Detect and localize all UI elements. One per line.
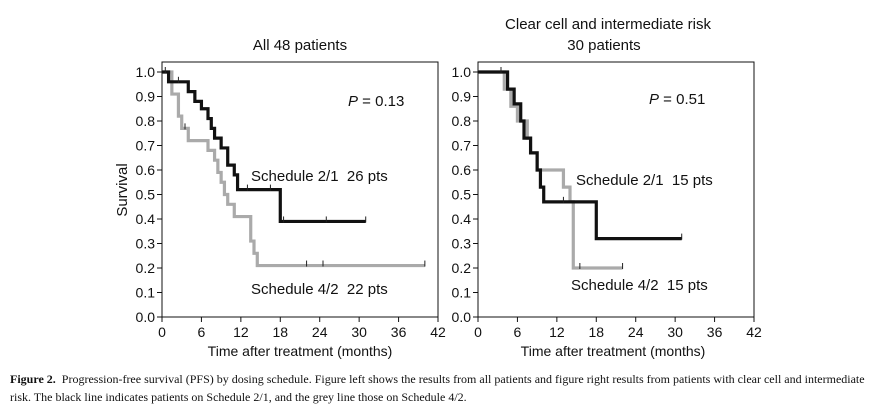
- left-y-tick-label: 0.3: [136, 236, 156, 252]
- right-x-tick-label: 24: [628, 324, 644, 340]
- right-label-schedule-2-1: Schedule 2/1 15 pts: [576, 172, 713, 189]
- figure: All 48 patients Survival 0.0 0.1 0.2 0.3 0.4…: [114, 16, 762, 359]
- right-y-tick-label: 0.5: [452, 187, 472, 203]
- left-pvalue: P = 0.13: [348, 93, 404, 110]
- left-x-axis: 0 6 12 18 24 30 36 42: [158, 317, 446, 340]
- left-y-tick-label: 0.0: [136, 309, 156, 325]
- right-y-tick-label: 0.4: [452, 211, 472, 227]
- right-x-tick-label: 18: [588, 324, 604, 340]
- left-x-tick-label: 6: [198, 324, 206, 340]
- right-series-group: [478, 67, 683, 270]
- left-y-tick-label: 0.7: [136, 138, 156, 154]
- left-curve-schedule-4-2: [162, 70, 425, 268]
- right-curve-schedule-2-1: [478, 70, 682, 241]
- right-x-axis-label: Time after treatment (months): [521, 343, 706, 359]
- right-y-tick-label: 0.9: [452, 89, 472, 105]
- right-x-tick-label: 42: [746, 324, 762, 340]
- right-y-tick-label: 0.8: [452, 113, 472, 129]
- right-y-tick-label: 1.0: [452, 64, 472, 80]
- right-y-tick-label: 0.2: [452, 260, 472, 276]
- right-pvalue-value: = 0.51: [659, 91, 705, 108]
- caption-text: Progression-free survival (PFS) by dosin…: [10, 372, 865, 404]
- left-x-tick-label: 18: [272, 324, 288, 340]
- right-x-tick-label: 12: [549, 324, 565, 340]
- right-x-tick-label: 30: [667, 324, 683, 340]
- left-x-tick-label: 30: [351, 324, 367, 340]
- left-pvalue-value: = 0.13: [358, 93, 404, 110]
- right-label-schedule-4-2: Schedule 4/2 15 pts: [571, 277, 708, 294]
- right-x-tick-label: 0: [474, 324, 482, 340]
- left-y-axis-label: Survival: [114, 163, 131, 216]
- right-y-tick-label: 0.6: [452, 162, 472, 178]
- right-pvalue-symbol: P: [649, 91, 659, 108]
- left-x-tick-label: 0: [158, 324, 166, 340]
- left-pvalue-symbol: P: [348, 93, 358, 110]
- right-x-tick-label: 6: [514, 324, 522, 340]
- right-y-tick-label: 0.3: [452, 236, 472, 252]
- left-y-tick-label: 1.0: [136, 64, 156, 80]
- left-y-tick-label: 0.9: [136, 89, 156, 105]
- left-y-tick-label: 0.1: [136, 285, 156, 301]
- figure-caption: Figure 2. Progression-free survival (PFS…: [10, 370, 865, 406]
- left-y-tick-label: 0.8: [136, 113, 156, 129]
- right-title-line-2: 30 patients: [567, 37, 640, 54]
- right-y-tick-label: 0.0: [452, 309, 472, 325]
- right-y-axis: 0.0 0.1 0.2 0.3 0.4 0.5 0.6 0.7 0.8 0.9 1.0: [452, 64, 478, 325]
- left-x-tick-label: 42: [430, 324, 446, 340]
- left-series-group: [162, 67, 426, 268]
- left-y-tick-label: 0.2: [136, 260, 156, 276]
- right-y-tick-label: 0.1: [452, 285, 472, 301]
- left-y-tick-label: 0.6: [136, 162, 156, 178]
- left-y-tick-label: 0.5: [136, 187, 156, 203]
- left-y-axis: 0.0 0.1 0.2 0.3 0.4 0.5 0.6 0.7 0.8 0.9 1.0: [136, 64, 162, 325]
- right-y-tick-label: 0.7: [452, 138, 472, 154]
- right-plot-frame: [477, 61, 755, 318]
- right-pvalue: P = 0.51: [649, 91, 705, 108]
- right-title-line-1: Clear cell and intermediate risk: [505, 16, 711, 33]
- right-x-axis: 0 6 12 18 24 30 36 42: [474, 317, 762, 340]
- left-title-line-1: All 48 patients: [253, 37, 347, 54]
- right-x-tick-label: 36: [707, 324, 723, 340]
- left-x-axis-label: Time after treatment (months): [208, 343, 393, 359]
- right-panel: Clear cell and intermediate risk 30 pati…: [452, 16, 762, 359]
- left-x-tick-label: 36: [391, 324, 407, 340]
- left-label-schedule-2-1: Schedule 2/1 26 pts: [251, 168, 388, 185]
- left-y-tick-label: 0.4: [136, 211, 156, 227]
- left-x-tick-label: 24: [312, 324, 328, 340]
- left-panel: All 48 patients Survival 0.0 0.1 0.2 0.3 0.4…: [114, 37, 446, 359]
- caption-label: Figure 2.: [10, 372, 56, 386]
- left-label-schedule-4-2: Schedule 4/2 22 pts: [251, 281, 388, 298]
- left-curve-schedule-2-1: [162, 70, 366, 224]
- left-x-tick-label: 12: [233, 324, 249, 340]
- left-plot-frame: [161, 61, 439, 318]
